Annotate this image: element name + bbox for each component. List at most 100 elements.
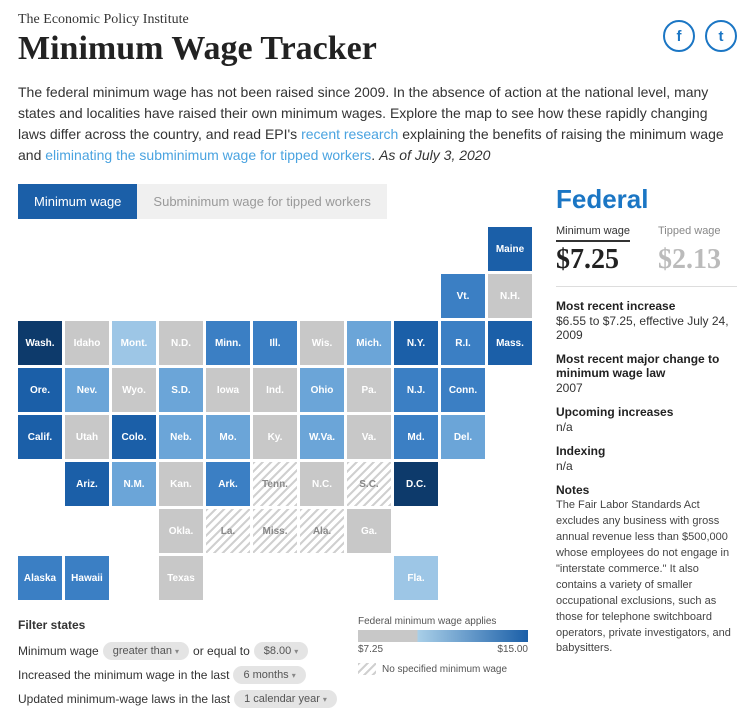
link-subminimum[interactable]: eliminating the subminimum wage for tipp… — [45, 147, 371, 163]
chevron-down-icon: ▾ — [175, 647, 179, 656]
min-wage-label: Minimum wage — [556, 225, 630, 242]
legend-applies: Federal minimum wage applies — [358, 616, 528, 627]
state-cell[interactable]: Maine — [488, 227, 532, 271]
intro-text: The federal minimum wage has not been ra… — [18, 82, 737, 166]
tipped-wage-label: Tipped wage — [658, 225, 721, 242]
state-cell[interactable]: Alaska — [18, 556, 62, 600]
state-cell[interactable]: Ky. — [253, 415, 297, 459]
state-cell[interactable]: R.I. — [441, 321, 485, 365]
state-cell[interactable]: Wyo. — [112, 368, 156, 412]
state-cell[interactable]: Ark. — [206, 462, 250, 506]
state-cell[interactable]: Ill. — [253, 321, 297, 365]
state-cell[interactable]: La. — [206, 509, 250, 553]
state-cell[interactable]: S.D. — [159, 368, 203, 412]
state-cell[interactable]: Iowa — [206, 368, 250, 412]
filter1-op[interactable]: greater than▾ — [103, 642, 189, 660]
tab-minimum-wage[interactable]: Minimum wage — [18, 184, 137, 219]
filter2-label: Increased the minimum wage in the last — [18, 668, 229, 682]
state-cell[interactable]: Idaho — [65, 321, 109, 365]
state-cell[interactable]: S.C. — [347, 462, 391, 506]
state-cell[interactable]: Mont. — [112, 321, 156, 365]
tipped-wage-col[interactable]: Tipped wage $2.13 — [658, 221, 721, 276]
page-title: Minimum Wage Tracker — [18, 30, 377, 68]
legend: Federal minimum wage applies $7.25 $15.0… — [358, 616, 528, 675]
state-cell[interactable]: Fla. — [394, 556, 438, 600]
state-cell[interactable]: Conn. — [441, 368, 485, 412]
meta-indexing-value: n/a — [556, 459, 737, 473]
state-cell[interactable]: Mo. — [206, 415, 250, 459]
state-grid: MaineVt.N.H. Wash.IdahoMont.N.D.Minn.Ill.… — [18, 227, 538, 600]
detail-panel: Federal Minimum wage $7.25 Tipped wage $… — [556, 184, 737, 675]
state-cell[interactable]: W.Va. — [300, 415, 344, 459]
intro-seg3: . — [371, 147, 379, 163]
min-wage-value: $7.25 — [556, 244, 630, 276]
meta-law-change-label: Most recent major change to minimum wage… — [556, 352, 737, 380]
state-cell[interactable]: Colo. — [112, 415, 156, 459]
state-cell[interactable]: Miss. — [253, 509, 297, 553]
chevron-down-icon: ▾ — [292, 671, 296, 680]
filter1-mid: or equal to — [193, 644, 250, 658]
filter1-label: Minimum wage — [18, 644, 99, 658]
state-cell[interactable]: Texas — [159, 556, 203, 600]
meta-upcoming-label: Upcoming increases — [556, 405, 737, 419]
state-cell[interactable]: N.H. — [488, 274, 532, 318]
chevron-down-icon: ▾ — [323, 695, 327, 704]
filter3-val[interactable]: 1 calendar year▾ — [234, 690, 337, 708]
legend-nospec: No specified minimum wage — [382, 664, 507, 675]
filter1-val[interactable]: $8.00▾ — [254, 642, 309, 660]
meta-notes-value: The Fair Labor Standards Act excludes an… — [556, 498, 737, 657]
state-cell[interactable]: Calif. — [18, 415, 62, 459]
meta-law-change-value: 2007 — [556, 381, 737, 395]
wage-tabs: Minimum wage Subminimum wage for tipped … — [18, 184, 538, 219]
tipped-wage-value: $2.13 — [658, 244, 721, 276]
state-cell[interactable]: N.D. — [159, 321, 203, 365]
tab-subminimum-wage[interactable]: Subminimum wage for tipped workers — [137, 184, 386, 219]
legend-hi: $15.00 — [497, 644, 528, 655]
meta-recent-increase-value: $6.55 to $7.25, effective July 24, 2009 — [556, 314, 737, 342]
state-cell[interactable]: Va. — [347, 415, 391, 459]
state-cell[interactable]: Ala. — [300, 509, 344, 553]
state-cell[interactable]: Wis. — [300, 321, 344, 365]
state-cell[interactable]: Mich. — [347, 321, 391, 365]
org-name: The Economic Policy Institute — [18, 12, 377, 28]
chevron-down-icon: ▾ — [294, 647, 298, 656]
legend-hatch-icon — [358, 663, 376, 675]
state-cell[interactable]: Ga. — [347, 509, 391, 553]
state-cell[interactable]: Pa. — [347, 368, 391, 412]
min-wage-col[interactable]: Minimum wage $7.25 — [556, 221, 630, 276]
state-cell[interactable]: Nev. — [65, 368, 109, 412]
state-cell[interactable]: Wash. — [18, 321, 62, 365]
intro-asof: As of July 3, 2020 — [379, 147, 490, 163]
state-cell[interactable]: Hawaii — [65, 556, 109, 600]
state-cell[interactable]: Minn. — [206, 321, 250, 365]
twitter-icon[interactable]: t — [705, 20, 737, 52]
state-cell[interactable]: Utah — [65, 415, 109, 459]
state-cell[interactable]: N.C. — [300, 462, 344, 506]
state-cell[interactable]: Vt. — [441, 274, 485, 318]
meta-recent-increase-label: Most recent increase — [556, 299, 737, 313]
state-cell[interactable]: D.C. — [394, 462, 438, 506]
state-cell[interactable]: Ore. — [18, 368, 62, 412]
state-cell[interactable]: N.Y. — [394, 321, 438, 365]
state-cell[interactable]: Ohio — [300, 368, 344, 412]
state-cell[interactable]: Okla. — [159, 509, 203, 553]
state-cell[interactable]: N.M. — [112, 462, 156, 506]
meta-notes-label: Notes — [556, 483, 737, 497]
state-cell[interactable]: N.J. — [394, 368, 438, 412]
meta-indexing-label: Indexing — [556, 444, 737, 458]
state-cell[interactable]: Tenn. — [253, 462, 297, 506]
state-cell[interactable]: Kan. — [159, 462, 203, 506]
state-cell[interactable]: Ind. — [253, 368, 297, 412]
state-cell[interactable]: Del. — [441, 415, 485, 459]
link-recent-research[interactable]: recent research — [301, 126, 398, 142]
filter2-val[interactable]: 6 months▾ — [233, 666, 305, 684]
state-cell[interactable]: Neb. — [159, 415, 203, 459]
facebook-icon[interactable]: f — [663, 20, 695, 52]
state-cell[interactable]: Mass. — [488, 321, 532, 365]
state-cell[interactable]: Md. — [394, 415, 438, 459]
state-cell[interactable]: Ariz. — [65, 462, 109, 506]
panel-title: Federal — [556, 184, 737, 215]
filter3-label: Updated minimum-wage laws in the last — [18, 692, 230, 706]
meta-upcoming-value: n/a — [556, 420, 737, 434]
social-buttons: f t — [663, 20, 737, 52]
